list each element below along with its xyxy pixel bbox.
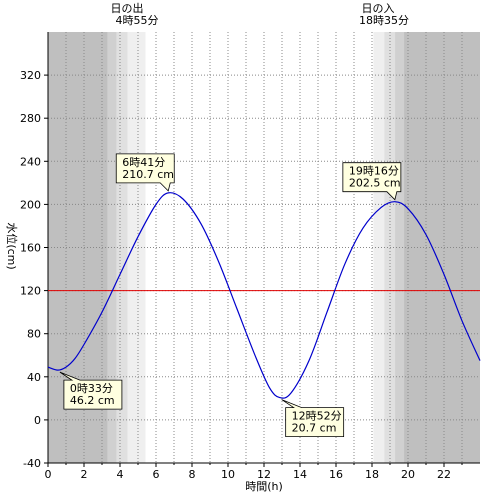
callout-value: 210.7 cm: [122, 168, 174, 181]
x-tick-label: 10: [221, 468, 235, 481]
sunrise-label: 日の出: [111, 1, 144, 15]
tide-series-line: [47, 192, 481, 399]
y-tick-label: 200: [20, 198, 41, 211]
x-axis-label: 時間(h): [245, 480, 283, 493]
callout-value: 20.7 cm: [292, 422, 337, 435]
x-tick-label: 22: [437, 468, 451, 481]
callout-box: [115, 153, 175, 192]
daylight-band-6: [384, 32, 396, 463]
y-tick-label: 40: [27, 371, 41, 384]
callout-box: [342, 162, 402, 201]
y-tick-label: 240: [20, 155, 41, 168]
labels: 日の出 4時55分 日の入 18時35分 時間(h) 水位(cm): [5, 1, 409, 493]
x-tick-label: 4: [117, 468, 124, 481]
callout-time: 12時52分: [292, 410, 342, 423]
y-tick-label: -40: [23, 457, 41, 470]
daylight-band-2: [116, 32, 128, 463]
callout-time: 19時16分: [349, 165, 399, 178]
x-tick-label: 18: [365, 468, 379, 481]
callout-box: [281, 399, 345, 437]
y-tick-label: 0: [34, 414, 41, 427]
daylight-band-1: [107, 32, 117, 463]
y-axis-label: 水位(cm): [5, 222, 19, 269]
y-tick-label: 80: [27, 328, 41, 341]
sunset-label: 日の入: [362, 2, 395, 15]
sunset-time: 18時35分: [359, 14, 409, 27]
x-tick-label: 8: [189, 468, 196, 481]
y-tick-label: 320: [20, 69, 41, 82]
daylight-band-3: [127, 32, 146, 463]
x-tick-label: 12: [257, 468, 271, 481]
x-tick-label: 16: [329, 468, 343, 481]
callout-box: [59, 371, 123, 410]
y-tick-label: 160: [20, 242, 41, 255]
x-tick-label: 0: [45, 468, 52, 481]
y-tick-label: 280: [20, 112, 41, 125]
sunrise-time: 4時55分: [116, 14, 159, 27]
x-tick-label: 20: [401, 468, 415, 481]
daylight-band-8: [404, 32, 480, 463]
y-tick-label: 120: [20, 285, 41, 298]
callout-time: 6時41分: [122, 156, 165, 169]
callout-value: 202.5 cm: [349, 177, 401, 190]
x-tick-label: 14: [293, 468, 307, 481]
callout-value: 46.2 cm: [70, 394, 115, 407]
x-tick-label: 2: [81, 468, 88, 481]
x-tick-label: 6: [153, 468, 160, 481]
axes: -40 0 40 80 120 160 200 240 280 320 0 2 4 6 8 10 12 14 16 1…: [20, 32, 480, 481]
callout-time: 0時33分: [70, 382, 113, 395]
series-group: [47, 192, 481, 399]
